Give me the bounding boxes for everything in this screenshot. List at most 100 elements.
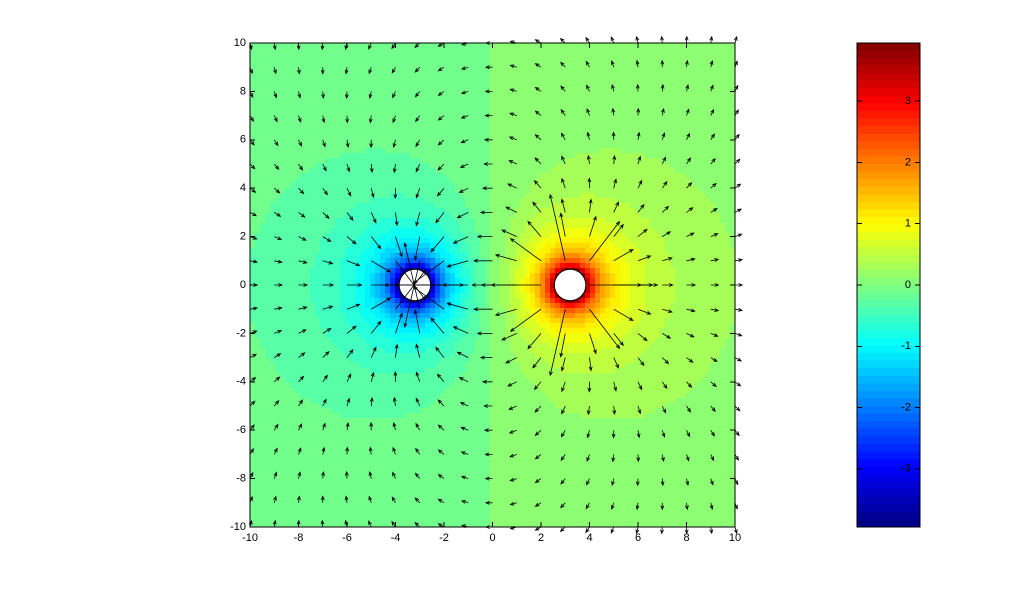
contour-cell	[310, 143, 315, 148]
contour-cell	[300, 53, 305, 58]
contour-cell	[470, 183, 475, 188]
contour-cell	[350, 333, 355, 338]
contour-cell	[375, 43, 380, 48]
contour-cell	[460, 158, 465, 163]
contour-cell	[470, 268, 475, 273]
contour-cell	[295, 403, 300, 408]
contour-cell	[405, 308, 410, 313]
contour-cell	[495, 163, 500, 168]
contour-cell	[380, 423, 385, 428]
contour-cell	[485, 283, 490, 288]
contour-cell	[355, 203, 360, 208]
contour-cell	[360, 223, 365, 228]
contour-cell	[405, 458, 410, 463]
contour-cell	[485, 68, 490, 73]
contour-cell	[485, 43, 490, 48]
contour-cell	[485, 58, 490, 63]
contour-cell	[365, 123, 370, 128]
contour-cell	[300, 73, 305, 78]
contour-cell	[445, 253, 450, 258]
contour-cell	[375, 153, 380, 158]
contour-cell	[465, 258, 470, 263]
contour-cell	[345, 48, 350, 53]
contour-cell	[335, 418, 340, 423]
contour-cell	[495, 148, 500, 153]
contour-cell	[275, 203, 280, 208]
contour-cell	[380, 198, 385, 203]
contour-cell	[260, 243, 265, 248]
contour-cell	[310, 238, 315, 243]
contour-cell	[315, 448, 320, 453]
contour-cell	[390, 268, 395, 273]
contour-cell	[350, 123, 355, 128]
contour-cell	[455, 78, 460, 83]
contour-cell	[480, 278, 485, 283]
contour-cell	[345, 248, 350, 253]
contour-cell	[305, 428, 310, 433]
contour-cell	[430, 408, 435, 413]
contour-cell	[410, 398, 415, 403]
contour-cell	[335, 198, 340, 203]
contour-cell	[495, 68, 500, 73]
contour-cell	[445, 293, 450, 298]
contour-cell	[390, 513, 395, 518]
contour-cell	[405, 428, 410, 433]
contour-cell	[385, 108, 390, 113]
contour-cell	[285, 298, 290, 303]
contour-cell	[410, 388, 415, 393]
contour-cell	[275, 518, 280, 523]
contour-cell	[300, 158, 305, 163]
contour-cell	[355, 288, 360, 293]
contour-cell	[425, 43, 430, 48]
contour-cell	[495, 468, 500, 473]
contour-cell	[475, 303, 480, 308]
contour-cell	[400, 458, 405, 463]
contour-cell	[270, 398, 275, 403]
contour-cell	[400, 68, 405, 73]
contour-cell	[405, 303, 410, 308]
contour-cell	[370, 128, 375, 133]
contour-cell	[275, 128, 280, 133]
contour-cell	[370, 418, 375, 423]
contour-cell	[350, 243, 355, 248]
contour-cell	[315, 313, 320, 318]
contour-cell	[380, 118, 385, 123]
contour-cell	[495, 133, 500, 138]
contour-cell	[335, 298, 340, 303]
contour-cell	[400, 498, 405, 503]
contour-cell	[465, 458, 470, 463]
contour-cell	[475, 68, 480, 73]
contour-cell	[435, 108, 440, 113]
contour-cell	[430, 198, 435, 203]
contour-cell	[335, 153, 340, 158]
contour-cell	[365, 503, 370, 508]
contour-cell	[355, 493, 360, 498]
contour-cell	[505, 158, 510, 163]
contour-cell	[320, 103, 325, 108]
contour-cell	[285, 123, 290, 128]
contour-cell	[280, 248, 285, 253]
contour-cell	[280, 218, 285, 223]
contour-cell	[440, 343, 445, 348]
contour-cell	[410, 213, 415, 218]
contour-cell	[300, 183, 305, 188]
contour-cell	[470, 393, 475, 398]
contour-cell	[400, 318, 405, 323]
contour-cell	[335, 168, 340, 173]
contour-cell	[315, 498, 320, 503]
contour-cell	[420, 138, 425, 143]
contour-cell	[295, 463, 300, 468]
contour-cell	[500, 483, 505, 488]
contour-cell	[435, 243, 440, 248]
contour-cell	[295, 388, 300, 393]
contour-cell	[250, 238, 255, 243]
contour-cell	[500, 308, 505, 313]
contour-cell	[325, 118, 330, 123]
contour-cell	[295, 268, 300, 273]
contour-cell	[440, 108, 445, 113]
contour-cell	[425, 428, 430, 433]
contour-cell	[490, 328, 495, 333]
contour-cell	[475, 278, 480, 283]
contour-cell	[290, 48, 295, 53]
contour-cell	[400, 413, 405, 418]
